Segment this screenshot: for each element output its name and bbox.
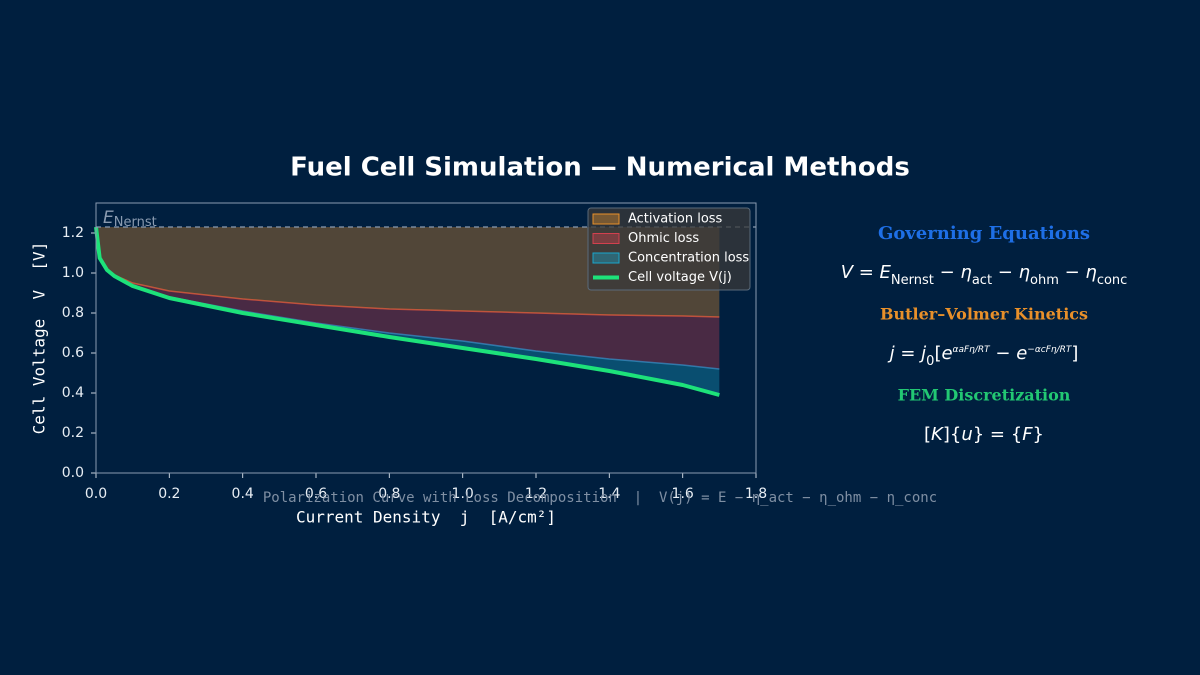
x-tick-label: 1.6 (672, 486, 694, 502)
legend-swatch (592, 233, 620, 244)
formula-token: 0 (926, 354, 934, 369)
formula-token: αaFη/RT (953, 345, 992, 355)
formula-token: u (961, 424, 972, 445)
loss-area (96, 227, 720, 317)
x-tick-label: 0.4 (232, 486, 254, 502)
legend-swatch (592, 252, 620, 264)
x-tick-label: 0.0 (85, 486, 107, 502)
reference-subscript: Nernst (114, 215, 157, 230)
y-tick-label: 0.6 (62, 345, 84, 361)
formula-token: − (934, 262, 961, 283)
panel-heading: FEM Discretization (898, 386, 1071, 405)
formula: [K]{u} = {F} (924, 424, 1044, 445)
x-tick-label: 1.4 (598, 486, 620, 502)
formula-token: = (853, 262, 880, 283)
plot-frame (95, 202, 757, 474)
formula-token: e (941, 343, 952, 364)
y-tick-label: 1.0 (62, 265, 84, 281)
reference-label: ENernst (103, 208, 157, 230)
x-tick-label: 1.8 (745, 486, 767, 502)
legend-label: Ohmic loss (628, 231, 699, 246)
x-axis-label: Current Density j [A/cm²] (296, 508, 556, 527)
formula-token: [ (934, 343, 941, 364)
x-tick-label: 1.2 (525, 486, 547, 502)
x-tick-label: 0.6 (305, 486, 327, 502)
y-axis-label: Cell Voltage V [V] (30, 242, 49, 435)
panel-heading: Butler–Volmer Kinetics (880, 305, 1088, 324)
formula-token: conc (1097, 273, 1128, 288)
legend-swatch (592, 213, 620, 225)
formula-token: K (931, 424, 944, 445)
formula-token: e (1016, 343, 1027, 364)
legend-label: Cell voltage V(j) (628, 270, 732, 285)
formula-token: } (1033, 424, 1044, 445)
formula-token: − (992, 262, 1019, 283)
formula-token: [ (924, 424, 931, 445)
formula-token: − (1059, 262, 1086, 283)
y-tick-label: 1.2 (62, 225, 84, 241)
y-tick-label: 0.2 (62, 425, 84, 441)
formula-token: Nernst (891, 273, 934, 288)
x-tick-label: 1.0 (452, 486, 474, 502)
y-tick-label: 0.4 (62, 385, 84, 401)
formula-token: η (960, 262, 971, 283)
x-tick-label: 0.2 (158, 486, 180, 502)
formula-token: = (895, 343, 922, 364)
panel-heading: Governing Equations (878, 223, 1090, 244)
loss-area (96, 227, 720, 369)
chart-title: Fuel Cell Simulation — Numerical Methods (290, 153, 910, 183)
formula-token: − (990, 343, 1017, 364)
reference-symbol: E (103, 208, 114, 228)
formula-token: η (1019, 262, 1030, 283)
legend-label: Concentration loss (628, 251, 749, 266)
formula-token: ohm (1030, 273, 1059, 288)
y-tick-label: 0.8 (62, 305, 84, 321)
formula-token: } = { (973, 424, 1022, 445)
x-tick-label: 0.8 (378, 486, 400, 502)
formula-token: η (1085, 262, 1096, 283)
y-tick-label: 0.0 (62, 465, 84, 481)
formula-token: E (880, 262, 892, 283)
formula-token: ] (1071, 343, 1078, 364)
legend-box (587, 207, 751, 291)
formula-token: F (1022, 424, 1033, 445)
chart-note: Polarization Curve with Loss Decompositi… (263, 490, 937, 506)
formula: j = j0[eαaFη/RT − e−αcFη/RT] (887, 343, 1079, 369)
formula-token: j (887, 343, 895, 364)
formula-token: act (972, 273, 992, 288)
formula: V = ENernst − ηact − ηohm − ηconc (841, 262, 1128, 288)
formula-token: j (918, 343, 926, 364)
formula-token: V (841, 262, 855, 283)
formula-token: −αcFη/RT (1027, 345, 1073, 355)
cell-voltage-line (94, 226, 720, 397)
formula-token: ]{ (943, 424, 961, 445)
legend-label: Activation loss (628, 212, 723, 227)
